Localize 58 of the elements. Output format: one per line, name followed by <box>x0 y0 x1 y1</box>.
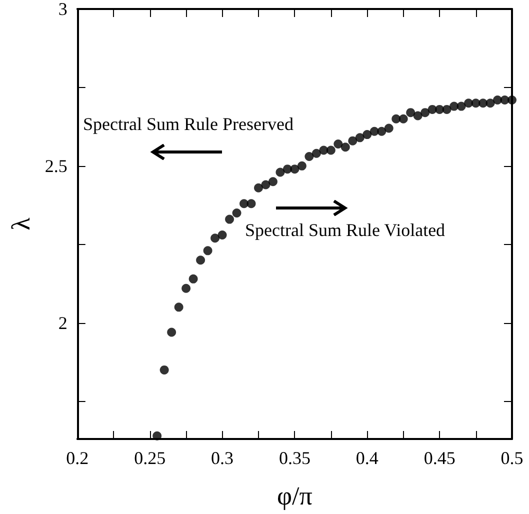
point <box>355 133 364 142</box>
annotation: Spectral Sum Rule Violated <box>245 220 446 240</box>
point <box>232 208 242 218</box>
point <box>384 124 394 133</box>
point <box>392 114 401 124</box>
point <box>456 102 466 111</box>
point <box>160 365 169 374</box>
point <box>362 130 372 140</box>
y-axis-title: λ <box>6 217 36 230</box>
point <box>167 328 176 337</box>
point <box>240 199 248 208</box>
point <box>225 214 234 224</box>
point <box>450 102 459 111</box>
point <box>276 168 285 177</box>
x-tick-label: 0.25 <box>134 448 166 468</box>
point <box>152 431 162 440</box>
point <box>188 274 198 284</box>
y-tick-label: 3 <box>58 0 68 19</box>
x-tick-label: 0.5 <box>500 448 524 468</box>
x-tick-label: 0.3 <box>211 448 234 468</box>
point <box>218 230 227 240</box>
point <box>398 114 408 124</box>
x-tick-label: 0.2 <box>66 448 89 468</box>
point <box>340 142 350 152</box>
x-tick-label: 0.35 <box>278 448 310 468</box>
point <box>420 108 430 118</box>
point <box>377 126 386 136</box>
x-tick-label: 0.4 <box>356 448 378 468</box>
point <box>493 96 502 105</box>
point <box>326 146 336 155</box>
point <box>478 98 488 108</box>
x-axis-title: φ/π <box>277 482 312 510</box>
point <box>297 161 306 170</box>
point <box>406 108 416 118</box>
point <box>203 246 212 256</box>
point <box>261 180 270 190</box>
point <box>268 177 278 186</box>
y-tick-label: 2.5 <box>44 156 68 176</box>
point <box>435 104 444 114</box>
point <box>334 139 343 148</box>
point <box>254 183 263 192</box>
point <box>348 136 358 146</box>
point <box>486 98 495 108</box>
point <box>312 148 321 158</box>
point <box>304 152 314 162</box>
point <box>182 284 191 293</box>
point <box>413 111 422 120</box>
point <box>290 164 300 174</box>
point <box>196 256 206 265</box>
point <box>464 98 474 108</box>
point <box>442 104 452 114</box>
y-tick-label: 2 <box>58 312 68 333</box>
point <box>246 199 256 208</box>
x-tick-label: 0.45 <box>424 448 456 468</box>
point <box>210 234 220 243</box>
annotation: Spectral Sum Rule Preserved <box>83 114 294 134</box>
point <box>174 302 184 312</box>
point <box>508 96 516 105</box>
